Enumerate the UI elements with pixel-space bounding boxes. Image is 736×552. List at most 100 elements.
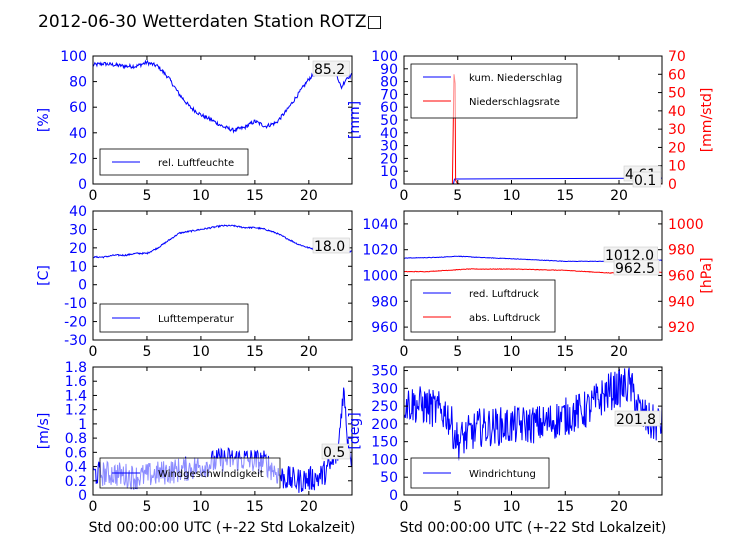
humidity-value-annotation: 85.2 (314, 62, 345, 78)
windspeed-xtick-label: 0 (89, 499, 98, 515)
winddirection-panel: 0 5 10 15 20050100150200250300350[deg]Windri… (347, 364, 663, 515)
precipitation-y2-axis-label: [mm/std] (699, 88, 715, 153)
pressure-ytick-label: 980 (371, 294, 398, 310)
x-axis-label-left: Std 00:00:00 UTC (+-22 Std Lokalzeit) (89, 520, 356, 536)
windspeed-ytick-label: 1.4 (65, 388, 87, 404)
humidity-value-annotation-box (312, 60, 350, 77)
precipitation-y-axis-label: [mm] (347, 101, 363, 139)
pressure-y2-axis-label: [hPa] (699, 257, 715, 293)
precipitation-xtick-label: 15 (556, 188, 574, 204)
winddirection-value-annotation-box (614, 410, 661, 427)
winddirection-ytick-label: 250 (371, 399, 398, 415)
precipitation-y2tick-label: 70 (668, 49, 686, 65)
windspeed-xtick-label: 20 (300, 499, 318, 515)
precipitation-xtick-label: 20 (610, 188, 628, 204)
pressure-xtick-label: 15 (556, 344, 574, 360)
precipitation-xtick-label: 10 (503, 188, 521, 204)
precipitation-ytick-label: 60 (380, 100, 398, 116)
precipitation-y2tick-label: 50 (668, 86, 686, 102)
winddirection-plot-frame (403, 366, 663, 496)
pressure-y2tick-label: 960 (668, 269, 695, 285)
pressure-y2tick-label: 940 (668, 294, 695, 310)
windspeed-value-annotation: 0.5 (323, 445, 345, 461)
pressure-xtick-label: 5 (453, 344, 462, 360)
winddirection-ytick-label: 0 (389, 488, 398, 504)
windspeed-ytick-label: 1.8 (65, 360, 87, 376)
temperature-ytick-label: -10 (64, 296, 87, 312)
winddirection-xtick-label: 15 (556, 499, 574, 515)
temperature-value-annotation-box (312, 237, 350, 254)
temperature-ytick-label: -20 (64, 315, 87, 331)
precipitation-ytick-label: 0 (389, 177, 398, 193)
windspeed-xtick-label: 15 (246, 499, 264, 515)
winddirection-xtick-label: 10 (503, 499, 521, 515)
precipitation-xtick-label: 5 (453, 188, 462, 204)
temperature-y-axis-label: [C] (36, 265, 52, 286)
precipitation-xtick-label: 0 (400, 188, 409, 204)
precipitation-panel: 0 5 10 15 2001020304050607080901000102030405… (347, 49, 715, 204)
temperature-xtick-label: 20 (300, 344, 318, 360)
figure-title: 2012-06-30 Wetterdaten Station ROTZ□ (38, 12, 383, 32)
temperature-xtick-label: 15 (246, 344, 264, 360)
humidity-plot-frame (92, 55, 353, 185)
precipitation-legend-entry: Niederschlagsrate (469, 97, 560, 108)
pressure-ytick-label: 1040 (362, 217, 398, 233)
windspeed-ytick-label: 1 (78, 417, 87, 433)
winddirection-ytick-label: 350 (371, 364, 398, 380)
winddirection-ytick-label: 50 (380, 470, 398, 486)
winddirection-y-axis-label: [deg] (347, 412, 363, 449)
windspeed-ytick-label: 1.6 (65, 374, 87, 390)
humidity-ytick-label: 60 (69, 100, 87, 116)
precipitation-ytick-label: 40 (380, 126, 398, 142)
winddirection-ytick-label: 150 (371, 435, 398, 451)
humidity-ytick-label: 0 (78, 177, 87, 193)
temperature-value-annotation: 18.0 (314, 239, 345, 255)
x-axis-label-right: Std 00:00:00 UTC (+-22 Std Lokalzeit) (400, 520, 667, 536)
temperature-plot-frame (92, 210, 353, 341)
temperature-ytick-label: 40 (69, 204, 87, 220)
pressure-y2tick-label: 920 (668, 320, 695, 336)
precipitation-value-annotation-box (632, 171, 662, 188)
pressure-ytick-label: 960 (371, 320, 398, 336)
winddirection-ytick-label: 200 (371, 417, 398, 433)
windspeed-ytick-label: 0.6 (65, 445, 87, 461)
windspeed-ytick-label: 0.2 (65, 474, 87, 490)
pressure-panel: 0 5 10 15 20 960 980 1000 1020 1040 920 940 960 980 10… (362, 210, 715, 360)
precipitation-y2tick-label: 40 (668, 104, 686, 120)
precipitation-ytick-label: 80 (380, 75, 398, 91)
pressure-ytick-label: 1020 (362, 243, 398, 259)
pressure-legend-entry: abs. Luftdruck (469, 313, 540, 324)
pressure-value-annotation: 962.5 (615, 261, 655, 277)
precipitation-ytick-label: 20 (380, 151, 398, 167)
precipitation-y2tick-label: 10 (668, 159, 686, 175)
windspeed-legend-entry: Windgeschwindigkeit (158, 469, 264, 480)
pressure-value-annotation-box (613, 259, 660, 276)
temperature-legend-entry: Lufttemperatur (158, 314, 235, 325)
windspeed-y-axis-label: [m/s] (36, 413, 52, 450)
pressure-xtick-label: 20 (610, 344, 628, 360)
humidity-xtick-label: 20 (300, 188, 318, 204)
precipitation-ytick-label: 70 (380, 87, 398, 103)
temperature-ytick-label: -30 (64, 333, 87, 349)
temperature-ytick-label: 20 (69, 241, 87, 257)
pressure-legend-box (410, 279, 556, 333)
precipitation-value-annotation: 0.1 (634, 173, 656, 189)
windspeed-value-annotation-box (321, 443, 351, 460)
precipitation-ytick-label: 30 (380, 139, 398, 155)
windspeed-plot-frame (92, 366, 353, 496)
temperature-xtick-label: 0 (89, 344, 98, 360)
humidity-xtick-label: 15 (246, 188, 264, 204)
pressure-y2tick-label: 1000 (668, 217, 704, 233)
humidity-panel: 0 5 10 15 20 0 20 40 60 80 100 [%] rel. Luftfeuchte 8… (36, 49, 353, 204)
windspeed-ytick-label: 0 (78, 488, 87, 504)
temperature-panel: 0 5 10 15 20 -30 -20 -10 0 10 20 30 40 [C] Lufttempera… (36, 204, 353, 360)
winddirection-xtick-label: 0 (400, 499, 409, 515)
temperature-ytick-label: 10 (69, 259, 87, 275)
temperature-ytick-label: 30 (69, 222, 87, 238)
precipitation-ytick-label: 10 (380, 164, 398, 180)
windspeed-xtick-label: 10 (192, 499, 210, 515)
precipitation-series-0-line (404, 177, 663, 185)
temperature-series-0-line (92, 224, 353, 259)
pressure-xtick-label: 10 (503, 344, 521, 360)
